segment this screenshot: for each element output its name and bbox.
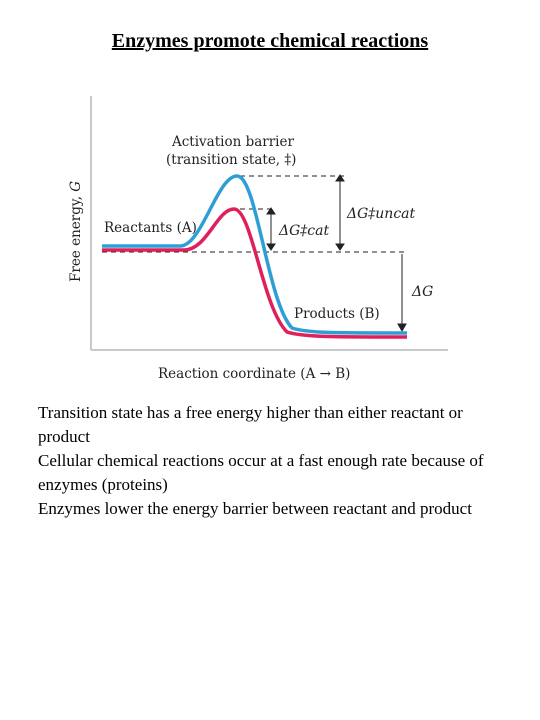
reactants-label: Reactants (A)	[104, 220, 197, 236]
y-axis-label: Free energy, G	[68, 181, 84, 282]
uncatalyzed-curve	[102, 174, 408, 335]
note-item: Transition state has a free energy highe…	[38, 403, 463, 446]
energy-diagram-svg: Free energy, G Activation barrier (trans…	[68, 96, 448, 382]
delta-g-label: ΔG	[411, 284, 433, 300]
note-item: Enzymes lower the energy barrier between…	[38, 499, 472, 518]
delta-g-cat-label: ΔG‡cat	[278, 223, 329, 239]
slide-title: Enzymes promote chemical reactions	[111, 30, 429, 52]
delta-g-cat-arrow-head-down	[266, 243, 276, 251]
barrier-label-line1: Activation barrier	[171, 134, 294, 150]
products-label: Products (B)	[294, 306, 380, 322]
barrier-label-line2: (transition state, ‡)	[166, 152, 296, 168]
catalyzed-curve	[102, 207, 408, 339]
delta-g-uncat-arrow-head-down	[335, 243, 345, 251]
x-axis-label: Reaction coordinate (A → B)	[158, 366, 350, 382]
delta-g-cat-arrow-head-up	[266, 207, 276, 215]
energy-diagram: Free energy, G Activation barrier (trans…	[62, 92, 462, 392]
notes: Transition state has a free energy highe…	[38, 401, 508, 521]
delta-g-arrow-head	[397, 323, 407, 333]
delta-g-uncat-arrow-head-up	[335, 174, 345, 182]
delta-g-uncat-label: ΔG‡uncat	[346, 206, 416, 222]
note-item: Cellular chemical reactions occur at a f…	[38, 451, 484, 494]
